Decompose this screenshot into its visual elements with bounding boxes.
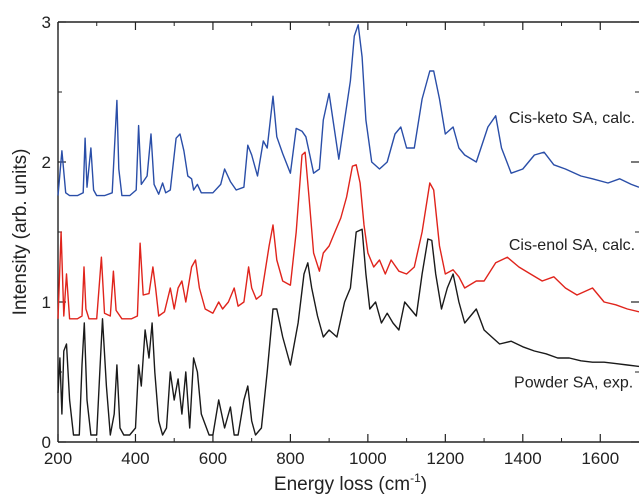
y-tick-label: 1 [42, 293, 51, 312]
x-tick-label: 1200 [426, 449, 464, 468]
y-tick-label: 0 [42, 433, 51, 452]
labels-layer: Cis-keto SA, calc. Cis-enol SA, calc. Powd… [509, 110, 635, 392]
x-tick-label: 600 [199, 449, 227, 468]
x-tick-label: 1600 [581, 449, 619, 468]
y-tick-label: 3 [42, 13, 51, 32]
series-line-0 [57, 24, 639, 197]
x-tick-label: 800 [276, 449, 304, 468]
series-line-1 [57, 151, 639, 320]
y-axis-title: Intensity (arb. units) [10, 149, 31, 316]
x-tick-label: 200 [44, 449, 72, 468]
x-tick-label: 1400 [504, 449, 542, 468]
x-axis-title: Energy loss (cm-1) [274, 471, 427, 495]
series-layer [57, 24, 639, 436]
series-line-2 [57, 228, 639, 436]
x-tick-label: 1000 [349, 449, 387, 468]
series-label-1: Cis-enol SA, calc. [509, 237, 635, 254]
x-tick-label: 400 [121, 449, 149, 468]
series-label-2: Powder SA, exp. [514, 374, 633, 391]
y-tick-label: 2 [42, 153, 51, 172]
axes: 200 400 600 800 1000 1200 1400 1600 0 1 2 3 Energy l… [10, 13, 639, 495]
series-label-0: Cis-keto SA, calc. [509, 110, 635, 127]
